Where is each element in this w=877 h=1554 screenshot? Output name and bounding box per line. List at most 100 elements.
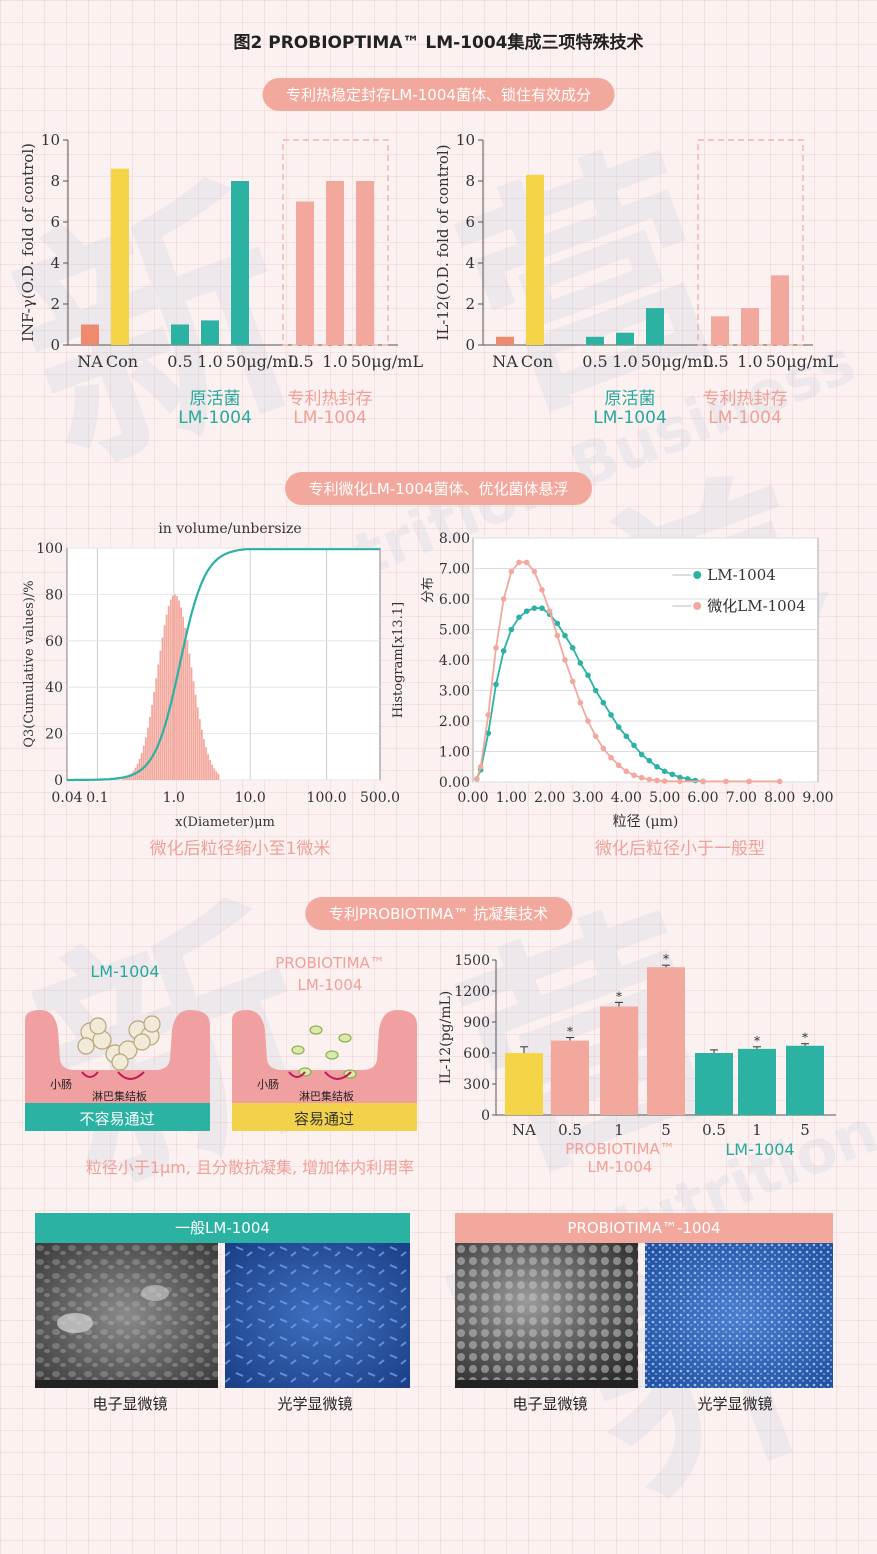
il12-pg-chart: 0 300 600 900 1200 1500 IL-12(pg/mL) NA * 0.5 * 1 * 5… <box>438 952 836 1139</box>
y-tick-label: 300 <box>463 1077 490 1093</box>
data-point <box>531 568 538 575</box>
data-point <box>485 730 492 736</box>
y-tick-label: 6 <box>465 213 475 231</box>
data-point <box>638 751 645 758</box>
bar <box>231 181 249 345</box>
caption-micronized-smaller: 微化后粒径小于一般型 <box>595 839 765 859</box>
y-tick-label: 2.00 <box>439 714 470 730</box>
data-point <box>661 768 668 775</box>
data-point <box>661 778 668 784</box>
y-axis-label: IL-12(O.D. fold of control) <box>434 144 452 340</box>
significance-mark: * <box>802 1031 808 1045</box>
bar <box>496 336 514 345</box>
data-point <box>631 772 637 779</box>
y-tick-label: 4 <box>50 254 60 272</box>
y-tick-label: 7.00 <box>439 562 470 578</box>
y-tick-label: 4 <box>465 254 475 272</box>
histogram-bar <box>198 719 201 780</box>
x-tick-label: 1 <box>614 1121 624 1139</box>
label-not-easy: 不容易通过 <box>79 1110 154 1128</box>
bar <box>326 181 344 345</box>
label-small-intestine-2: 小肠 <box>257 1078 279 1091</box>
histogram-bar <box>190 667 193 780</box>
data-point <box>554 620 561 627</box>
data-point <box>493 645 499 651</box>
x-tick-label: 2.00 <box>534 790 565 806</box>
histogram-bar <box>126 776 129 780</box>
section2-charts: in volume/unbersize 0 20 40 60 80 100 0.04 0.1 1.… <box>22 521 834 830</box>
histogram-bar <box>130 773 133 780</box>
data-point <box>700 778 706 785</box>
x-tick-label: 1.0 <box>612 352 637 371</box>
banner-heat-stable: 专利热稳定封存LM-1004菌体、锁住有效成分 <box>262 78 615 111</box>
histogram-bar <box>178 600 180 780</box>
caption-raw-strain: LM-1004 <box>178 408 252 428</box>
bar <box>616 332 634 345</box>
x-tick-label: 0.5 <box>167 352 192 371</box>
data-point <box>638 774 645 781</box>
data-point <box>654 777 660 784</box>
data-point <box>562 657 568 663</box>
x-tick-label: 0.5 <box>558 1121 582 1139</box>
x-tick-label: Con <box>521 352 553 371</box>
data-point <box>623 733 630 740</box>
y-axis-label: Histogram[x13.1] <box>391 602 406 718</box>
x-tick-label: 50μg/mL <box>766 352 839 371</box>
y-tick-label: 900 <box>463 1015 490 1031</box>
y-axis-label: IL-12(pg/mL) <box>438 991 454 1085</box>
data-point <box>569 645 576 651</box>
histogram-bar <box>211 764 214 780</box>
y-tick-label: 20 <box>45 727 63 743</box>
data-point <box>615 762 622 769</box>
histogram-bar <box>165 614 168 780</box>
group-label-probiotima: PROBIOTIMA™ <box>565 1140 675 1158</box>
legend-label: LM-1004 <box>707 566 776 584</box>
data-point <box>677 774 683 781</box>
histogram-bar <box>161 637 164 780</box>
x-tick-label: 50μg/mL <box>641 352 714 371</box>
bar <box>171 324 189 345</box>
label-lymph-node: 淋巴集结板 <box>92 1089 147 1103</box>
data-point <box>677 778 683 785</box>
histogram-bar <box>167 605 170 780</box>
y-tick-label: 0 <box>54 773 63 789</box>
x-tick-label: 100.0 <box>307 790 347 806</box>
y-tick-label: 1.00 <box>439 745 470 761</box>
data-point <box>500 648 507 654</box>
micrographs-normal <box>35 1243 410 1388</box>
bar <box>586 336 604 345</box>
significance-mark: * <box>616 989 622 1003</box>
histogram-bar <box>213 768 216 780</box>
y-tick-label: 6 <box>50 213 60 231</box>
data-point <box>585 672 591 679</box>
significance-mark: * <box>567 1025 573 1039</box>
bar <box>647 967 685 1115</box>
x-tick-label: 1.0 <box>322 352 347 371</box>
histogram-bar <box>151 704 153 780</box>
histogram-bar <box>155 678 158 780</box>
data-point <box>654 763 660 770</box>
significance-mark: * <box>754 1034 760 1048</box>
y-axis-label: Q3(Cumulative values)/% <box>22 580 37 747</box>
caption-heat-strain: LM-1004 <box>293 408 367 428</box>
cumulative-curve <box>67 548 380 782</box>
y-tick-label: 1500 <box>454 953 490 969</box>
data-point <box>539 605 545 611</box>
intestine-diagrams: 小肠 淋巴集结板 不容易通过 小肠 淋巴集结板 容易通过 <box>25 1010 417 1131</box>
data-point <box>546 608 553 614</box>
legend-label: 微化LM-1004 <box>707 597 806 615</box>
data-point <box>600 745 607 752</box>
diagram-label-left: LM-1004 <box>90 962 160 981</box>
caption-heat-sealed: 专利热封存 <box>287 389 373 409</box>
data-point <box>615 724 622 730</box>
data-point <box>608 754 614 761</box>
y-tick-label: 600 <box>463 1046 490 1062</box>
data-point <box>623 768 630 775</box>
data-point <box>531 605 538 611</box>
bar <box>741 308 759 345</box>
histogram-bar <box>192 681 195 780</box>
x-tick-label: 0.5 <box>703 352 728 371</box>
x-tick-label: Con <box>106 352 138 371</box>
data-point <box>493 681 499 688</box>
bar <box>646 308 664 345</box>
